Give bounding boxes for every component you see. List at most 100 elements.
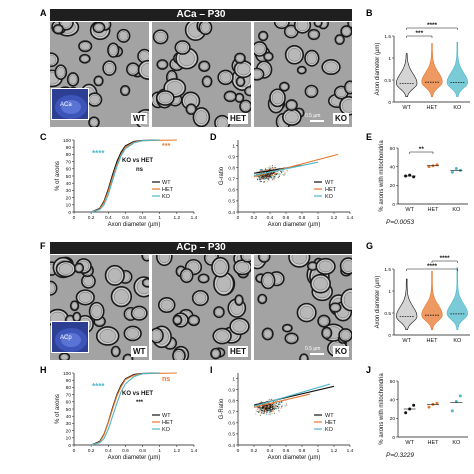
data-point-wt xyxy=(270,409,272,411)
data-point-wt xyxy=(267,408,269,410)
data-point-het xyxy=(260,412,262,414)
y-axis-label: % of axons xyxy=(55,394,61,424)
axon-core xyxy=(60,354,69,360)
data-point-wt xyxy=(273,176,276,178)
data-point-het xyxy=(267,399,269,401)
y-tick-label: 0 xyxy=(388,333,391,339)
axon-core xyxy=(78,291,92,303)
data-point-wt xyxy=(269,168,271,171)
data-point-ko xyxy=(278,173,280,176)
data-point-wt xyxy=(281,405,283,407)
data-point-wt xyxy=(263,405,266,407)
legend-label-het: HET xyxy=(325,187,337,193)
axon-core xyxy=(323,328,331,338)
x-tick-label: 0.2 xyxy=(88,215,95,221)
annotation-comparison: KO vs HET xyxy=(122,158,153,164)
data-point-het xyxy=(258,408,260,410)
y-tick-label: 0.9 xyxy=(228,154,235,160)
y-axis-label: % of axons xyxy=(55,161,61,191)
fit-line-het xyxy=(253,393,311,408)
x-tick-label: 0.4 xyxy=(267,215,274,221)
panel-letter-j: J xyxy=(366,365,372,375)
x-category-label: HET xyxy=(427,338,439,344)
axon-core xyxy=(61,22,72,28)
data-point-wt xyxy=(262,407,264,409)
y-tick-label: 60 xyxy=(66,400,72,406)
data-point-het xyxy=(276,404,278,407)
y-tick-label: 80 xyxy=(66,385,72,391)
axon-core xyxy=(225,92,235,101)
data-point-het xyxy=(269,165,271,167)
y-tick-label: 0.8 xyxy=(228,165,235,171)
data-point-wt xyxy=(270,405,272,407)
data-point-ko xyxy=(256,170,258,173)
data-point-wt xyxy=(271,173,273,175)
axon-core xyxy=(220,72,232,83)
axon-core xyxy=(271,91,284,105)
axon-core xyxy=(306,86,317,96)
section-title-top: ACa – P30 xyxy=(176,9,226,20)
axon-core xyxy=(160,299,173,311)
data-point-het xyxy=(255,410,257,412)
data-point-wt xyxy=(273,401,275,403)
data-point-het xyxy=(274,173,276,175)
data-point-het xyxy=(256,408,258,410)
data-point-wt xyxy=(269,410,271,412)
annotation-het-stars: ns xyxy=(162,376,170,383)
legend-label-ko: KO xyxy=(325,427,334,433)
data-point-wt xyxy=(272,405,274,407)
x-tick-label: 0.6 xyxy=(283,448,290,454)
scale-bar-acp xyxy=(310,353,324,355)
data-point-wt xyxy=(267,409,269,412)
data-point-ko xyxy=(274,177,276,179)
data-point-wt xyxy=(259,408,261,410)
data-point-ko xyxy=(270,166,272,168)
x-tick-label: 1.4 xyxy=(191,215,198,221)
data-point-wt xyxy=(281,171,283,173)
panel-letter-f: F xyxy=(40,241,46,251)
y-tick-label: 70 xyxy=(66,392,72,398)
axon-core xyxy=(73,313,80,321)
y-tick-label: 0.5 xyxy=(228,432,235,438)
data-point-wt xyxy=(262,178,264,180)
em-texture xyxy=(254,255,352,360)
data-point-wt xyxy=(265,406,268,409)
significance-label: *** xyxy=(416,30,424,37)
axon-core xyxy=(246,87,251,95)
em-label-acp-het: HET xyxy=(228,346,248,357)
inset-label-aca: ACa xyxy=(60,102,72,108)
x-category-label: WT xyxy=(405,207,414,213)
data-point-ko xyxy=(454,167,458,171)
y-axis-label: G-Ratio xyxy=(219,398,225,419)
x-tick-label: 0.2 xyxy=(251,215,258,221)
x-tick-label: 0.2 xyxy=(88,448,95,454)
axon-core xyxy=(174,316,181,324)
scale-text-aca: 0.5 µm xyxy=(305,113,321,119)
brain-section-icon xyxy=(55,95,87,119)
axon-core xyxy=(91,304,102,318)
data-point-ko xyxy=(450,409,454,413)
data-point-het xyxy=(279,173,281,175)
axon-core xyxy=(299,305,314,320)
y-tick-label: 1.5 xyxy=(384,267,391,273)
axon-core xyxy=(237,78,244,86)
x-tick-label: 1.4 xyxy=(191,448,198,454)
axon-core xyxy=(112,347,119,356)
data-point-wt xyxy=(257,178,259,181)
data-point-wt xyxy=(274,174,276,176)
data-point-wt xyxy=(274,408,276,411)
data-point-het xyxy=(427,405,431,409)
em-image-acp-het xyxy=(152,255,251,360)
data-point-het xyxy=(273,167,275,170)
axon-core xyxy=(174,350,184,360)
axes: 0 20 40 60 WT HET KO % axons with mitochondria xyxy=(379,373,468,446)
p-value-label: P=0.0053 xyxy=(386,219,414,226)
panel-letter-e: E xyxy=(366,132,373,142)
data-point-wt xyxy=(259,414,261,416)
legend-label-wt: WT xyxy=(325,413,334,419)
x-tick-label: 1.4 xyxy=(347,448,354,454)
violin-wt xyxy=(396,53,418,97)
data-point-wt xyxy=(260,177,262,179)
significance-bracket xyxy=(406,27,458,30)
axon-core xyxy=(296,22,309,31)
